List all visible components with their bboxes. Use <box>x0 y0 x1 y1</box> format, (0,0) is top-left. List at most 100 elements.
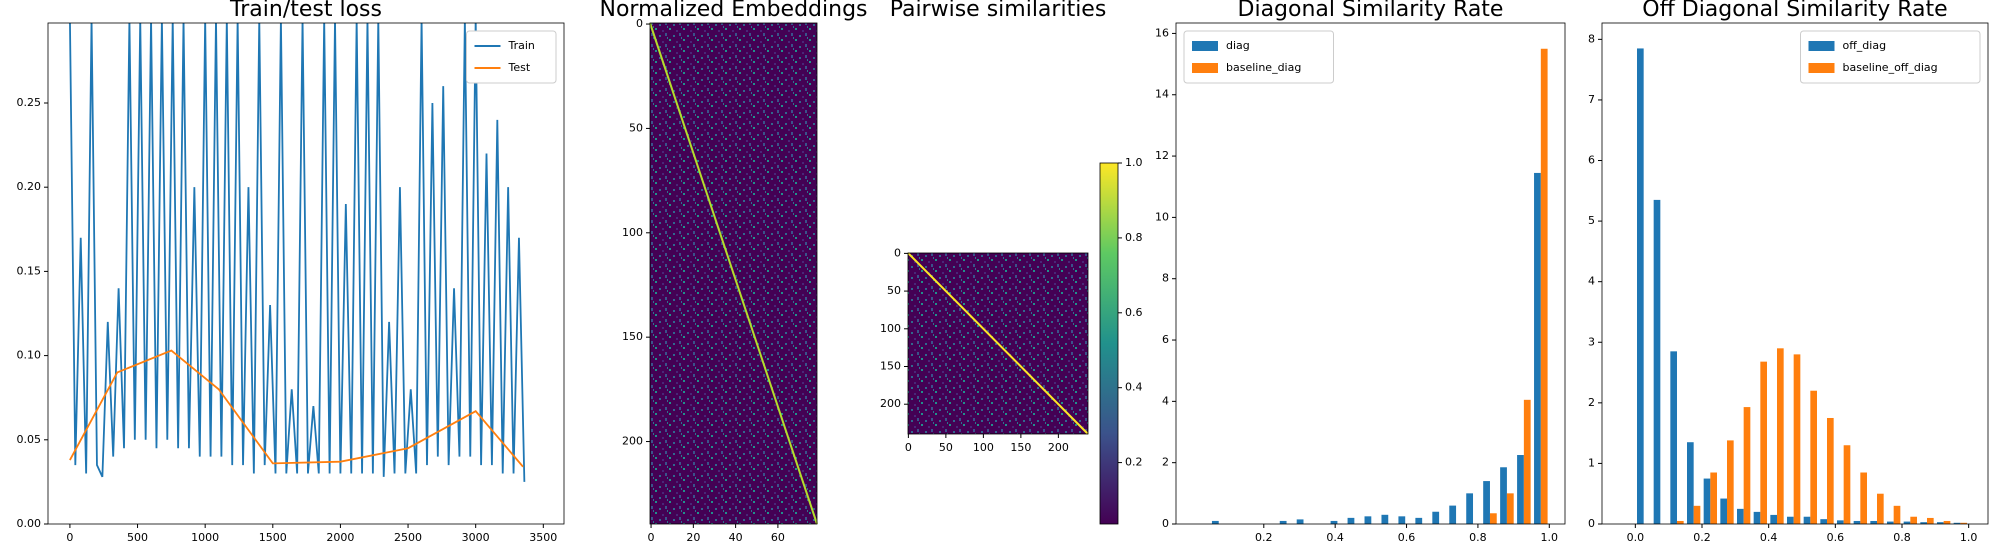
legend-swatch <box>1808 41 1835 51</box>
y-tick-label: 0.10 <box>17 349 42 362</box>
chart-title: Diagonal Similarity Rate <box>1238 0 1504 22</box>
bar <box>1793 354 1801 524</box>
bar <box>1893 505 1901 524</box>
legend-label: off_diag <box>1843 39 1887 52</box>
bar <box>1743 407 1751 524</box>
x-tick-label: 1.0 <box>1960 531 1978 544</box>
bar <box>1937 522 1944 524</box>
y-tick-label: 10 <box>1155 210 1169 223</box>
bar <box>1432 511 1440 524</box>
y-tick-label: 50 <box>629 121 643 134</box>
y-tick-label: 2 <box>1588 396 1595 409</box>
bar <box>1870 520 1877 524</box>
y-tick-label: 8 <box>1588 32 1595 45</box>
colorbar-tick-label: 1.0 <box>1125 156 1143 169</box>
x-tick-label: 0.2 <box>1693 531 1711 544</box>
y-tick-label: 16 <box>1155 26 1169 39</box>
bar <box>1296 519 1304 524</box>
x-tick-label: 200 <box>1048 441 1069 454</box>
bar <box>1887 521 1894 524</box>
similarity-diagonal <box>907 252 1089 435</box>
bar <box>1843 445 1851 524</box>
y-tick-label: 0.25 <box>17 96 42 109</box>
y-tick-label: 0.00 <box>17 517 42 530</box>
bar <box>1364 516 1372 524</box>
x-tick-label: 0 <box>66 531 73 544</box>
chart-title: Pairwise similarities <box>890 0 1107 22</box>
y-tick-label: 5 <box>1588 214 1595 227</box>
x-tick-label: 2000 <box>326 531 354 544</box>
bar <box>1506 493 1514 524</box>
chart-title: Normalized Embeddings <box>600 0 868 22</box>
y-tick-label: 6 <box>1162 333 1169 346</box>
colorbar-tick-label: 0.6 <box>1125 306 1143 319</box>
y-tick-label: 200 <box>880 397 901 410</box>
bar <box>1483 481 1490 524</box>
bar <box>1670 351 1677 524</box>
bar <box>1653 199 1661 524</box>
legend-swatch <box>1192 41 1218 51</box>
colorbar-tick-label: 0.2 <box>1125 456 1143 469</box>
y-tick-label: 0 <box>1588 517 1595 530</box>
bar <box>1534 172 1541 524</box>
bar <box>1517 455 1524 524</box>
bar <box>1523 399 1531 524</box>
legend-label: baseline_diag <box>1226 61 1301 74</box>
bar <box>1810 390 1817 524</box>
x-tick-label: 3500 <box>529 531 557 544</box>
bar <box>1927 517 1934 524</box>
y-tick-label: 8 <box>1162 272 1169 285</box>
bar <box>1449 505 1457 524</box>
x-tick-label: 0.6 <box>1398 531 1416 544</box>
bar <box>1820 519 1827 524</box>
bar <box>1803 516 1811 524</box>
bar <box>1720 498 1727 524</box>
x-tick-label: 0.2 <box>1255 531 1273 544</box>
series-line <box>69 349 524 468</box>
x-tick-label: 0 <box>905 441 912 454</box>
bar <box>1920 522 1927 524</box>
legend-box <box>1800 30 1981 84</box>
bar <box>1540 48 1548 525</box>
y-tick-label: 0.05 <box>17 433 42 446</box>
bar <box>1398 516 1406 524</box>
bar <box>1837 520 1844 524</box>
x-tick-label: 0.0 <box>1627 531 1645 544</box>
x-tick-label: 2500 <box>394 531 422 544</box>
bar <box>1415 517 1423 524</box>
legend-label: baseline_off_diag <box>1843 61 1938 74</box>
y-tick-label: 50 <box>887 284 901 297</box>
y-tick-label: 0 <box>1162 517 1169 530</box>
bar <box>1770 514 1777 524</box>
axes-frame <box>1601 22 1989 525</box>
x-tick-label: 0.4 <box>1760 531 1778 544</box>
x-tick-label: 50 <box>939 441 953 454</box>
bar <box>1787 516 1794 524</box>
y-tick-label: 4 <box>1162 394 1169 407</box>
bar <box>1943 520 1951 524</box>
bar <box>1489 513 1497 524</box>
x-tick-label: 0.8 <box>1469 531 1487 544</box>
y-tick-label: 0.15 <box>17 264 42 277</box>
x-tick-label: 500 <box>127 531 148 544</box>
bar <box>1381 514 1389 524</box>
x-tick-label: 150 <box>1010 441 1031 454</box>
y-tick-label: 14 <box>1155 88 1169 101</box>
bar <box>1853 520 1861 524</box>
bar <box>1466 493 1474 524</box>
x-tick-label: 0.8 <box>1893 531 1911 544</box>
bar <box>1877 493 1884 524</box>
bar <box>1737 508 1744 524</box>
x-tick-label: 1000 <box>191 531 219 544</box>
y-tick-label: 100 <box>622 226 643 239</box>
x-tick-label: 3000 <box>462 531 490 544</box>
legend-box <box>1183 30 1334 84</box>
x-tick-label: 20 <box>686 531 700 544</box>
axes-frame <box>907 252 1089 435</box>
x-tick-label: 1500 <box>259 531 287 544</box>
embedding-diagonal <box>649 22 818 525</box>
x-tick-label: 60 <box>771 531 785 544</box>
bar <box>1860 472 1867 524</box>
legend-box <box>466 30 557 84</box>
chart-title: Train/test loss <box>229 0 382 22</box>
